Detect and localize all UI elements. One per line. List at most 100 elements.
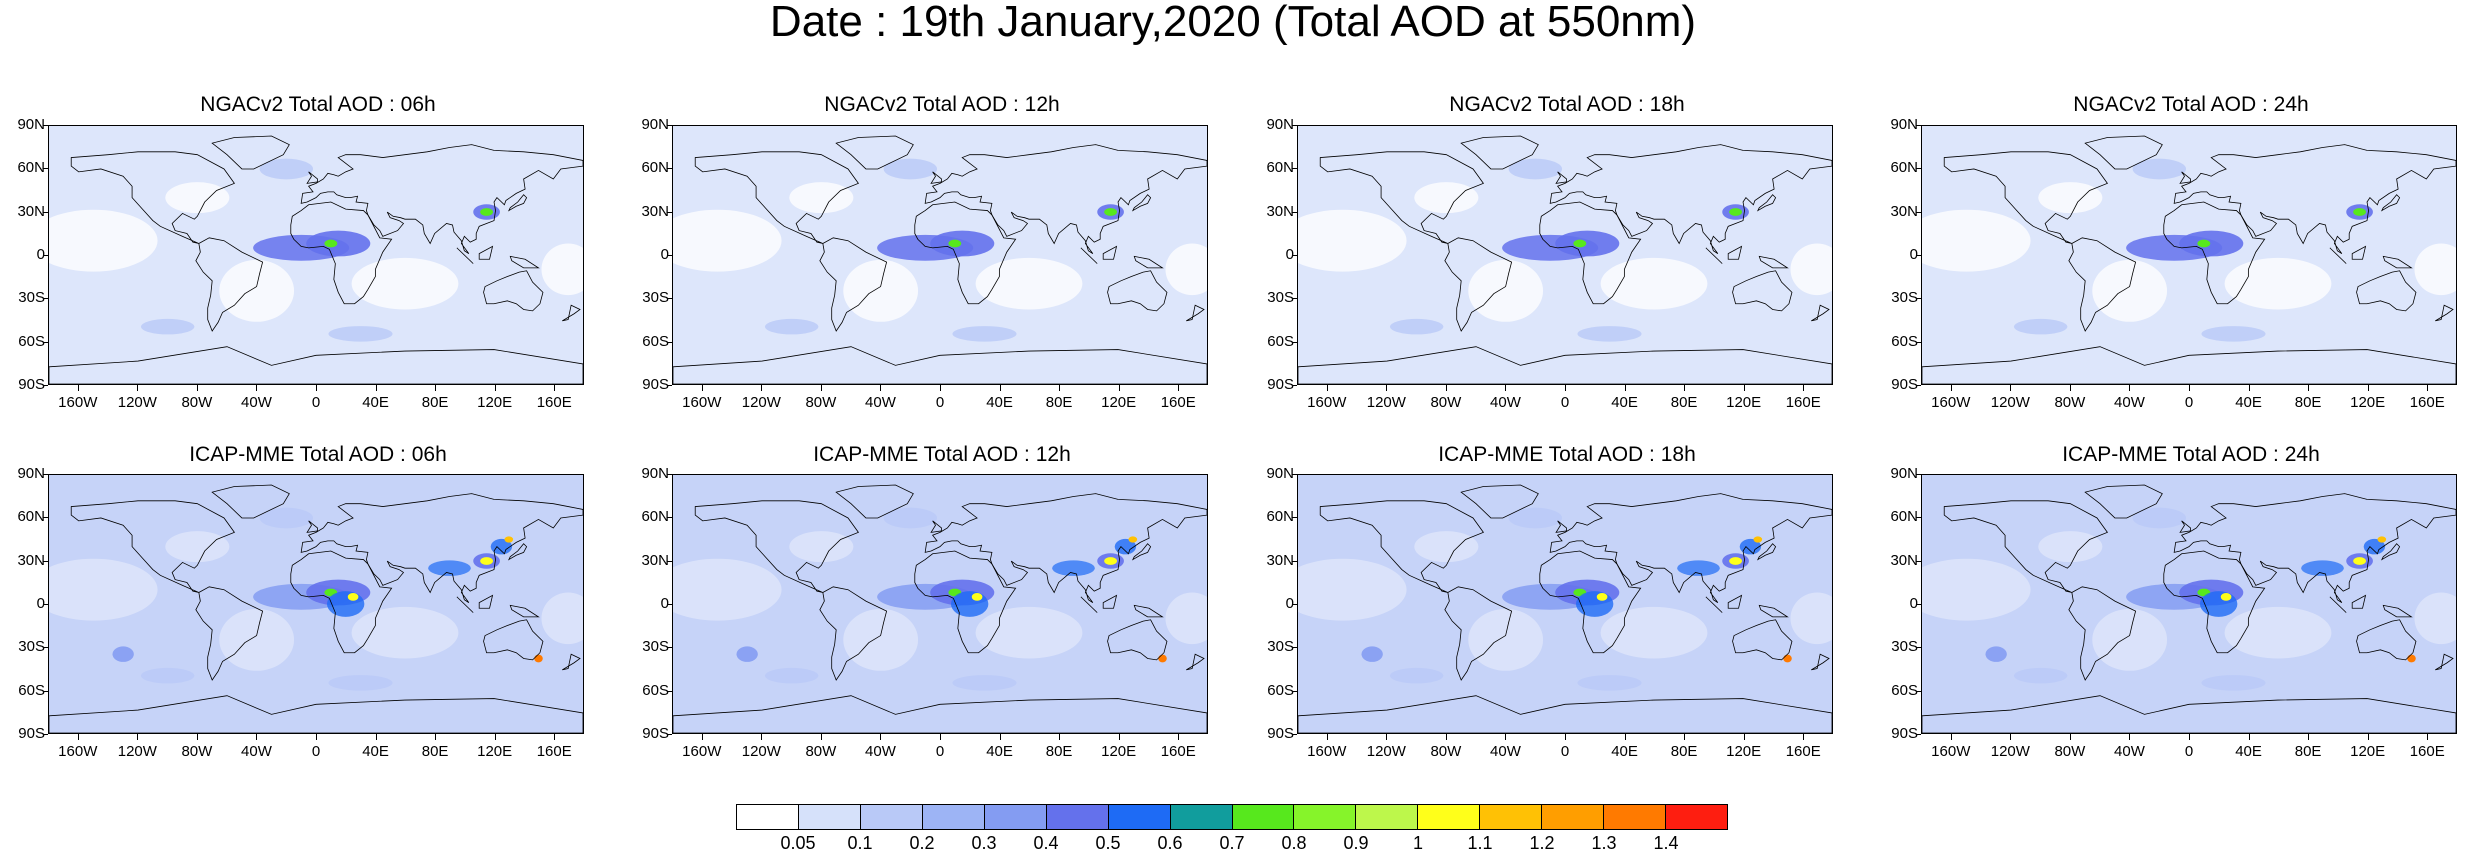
colorbar-swatch <box>1542 805 1605 829</box>
coastline <box>49 346 583 384</box>
coastline <box>2435 304 2454 322</box>
coastline <box>2351 594 2367 609</box>
low-aod-area <box>1468 259 1544 322</box>
lon-tick <box>77 734 79 740</box>
aod-map-panel <box>672 474 1208 734</box>
aod-plume <box>948 239 962 248</box>
aod-plume <box>736 646 758 662</box>
lon-tick <box>2129 385 2131 391</box>
lon-tick <box>375 385 377 391</box>
coastline <box>1811 304 1830 322</box>
lat-tick <box>43 255 48 256</box>
lon-tick-label: 0 <box>935 743 945 760</box>
lon-tick-label: 40E <box>1611 743 1638 760</box>
coastline <box>2068 237 2137 332</box>
lon-tick <box>1445 385 1447 391</box>
lon-tick-label: 120E <box>1726 394 1762 411</box>
lat-tick <box>1916 341 1921 343</box>
lon-tick-label: 120W <box>1366 743 1406 760</box>
coastline <box>1131 194 1152 212</box>
coastline <box>673 346 1207 384</box>
lon-tick <box>435 385 437 391</box>
lon-tick <box>137 734 139 740</box>
coastline <box>914 550 1017 654</box>
aod-plume <box>140 318 195 335</box>
coastline <box>1460 484 1539 519</box>
aod-field <box>673 484 1207 733</box>
lat-tick-label: 0 <box>660 595 669 612</box>
lon-tick <box>1326 734 1328 740</box>
aod-plume <box>1596 592 1608 601</box>
lon-tick-label: 40W <box>865 394 896 411</box>
aod-plume <box>1158 654 1167 663</box>
lon-tick <box>761 734 763 740</box>
low-aod-area <box>2038 182 2103 214</box>
coastline <box>306 520 318 533</box>
aod-map-panel <box>672 125 1208 385</box>
lat-tick-label: 0 <box>1285 595 1294 612</box>
low-aod-area <box>541 243 583 296</box>
coastline <box>2329 247 2347 264</box>
lat-tick-label: 60N <box>641 508 669 526</box>
coastline <box>1186 653 1205 671</box>
aod-plume <box>1361 646 1383 662</box>
aod-plume <box>480 208 493 216</box>
lon-tick <box>2069 734 2071 740</box>
colorbar-swatch <box>1418 805 1481 829</box>
low-aod-area <box>541 592 583 645</box>
lon-tick-label: 0 <box>311 394 321 411</box>
aod-plume <box>1104 557 1117 565</box>
lon-tick-label: 0 <box>2184 743 2194 760</box>
low-aod-area <box>673 209 782 272</box>
lon-tick-label: 40W <box>2114 394 2145 411</box>
coastline <box>2382 255 2413 269</box>
coastline <box>2068 586 2137 681</box>
lon-tick <box>196 734 198 740</box>
colorbar-label: 1.4 <box>1653 833 1679 853</box>
aod-plume <box>2013 667 2068 684</box>
lon-tick-label: 80W <box>805 394 837 411</box>
low-aod-area <box>49 558 158 621</box>
low-aod-area <box>1922 209 2031 272</box>
lat-tick-label: 30N <box>641 551 669 569</box>
lon-tick <box>2427 734 2429 740</box>
lat-tick <box>1292 255 1297 256</box>
lon-tick <box>1505 385 1507 391</box>
lat-tick <box>43 298 48 300</box>
lon-tick <box>2010 385 2012 391</box>
coastline <box>914 201 1017 305</box>
lat-tick-label: 30N <box>641 202 669 220</box>
lon-tick-label: 80E <box>1670 743 1698 760</box>
lon-tick-label: 40E <box>2235 743 2262 760</box>
lat-tick <box>1916 298 1921 300</box>
low-aod-area <box>1414 182 1479 214</box>
panel-title: NGACv2 Total AOD : 18h <box>1449 93 1685 116</box>
lon-tick <box>2308 385 2310 391</box>
lat-tick <box>1292 517 1297 519</box>
lon-tick-label: 80W <box>2054 743 2086 760</box>
aod-plume <box>2363 538 2386 555</box>
low-aod-area <box>351 606 459 659</box>
lon-tick-label: 0 <box>1560 394 1570 411</box>
coastline <box>930 171 942 184</box>
low-aod-area <box>2224 606 2332 659</box>
lon-tick <box>1326 385 1328 391</box>
lon-tick-label: 0 <box>311 743 321 760</box>
lon-tick-label: 160E <box>1160 394 1196 411</box>
aod-plume <box>1729 557 1742 565</box>
aod-map-panel <box>1297 125 1833 385</box>
lon-tick-label: 120W <box>1366 394 1406 411</box>
lat-tick <box>1292 125 1297 126</box>
coastline <box>694 500 860 593</box>
aod-map-panel <box>48 474 584 734</box>
lon-tick <box>820 385 822 391</box>
lon-tick-label: 160E <box>536 743 572 760</box>
lon-tick-label: 80E <box>1045 394 1073 411</box>
coastline <box>483 270 544 312</box>
lon-tick-label: 160W <box>1307 743 1347 760</box>
colorbar-label: 1.1 <box>1467 833 1493 853</box>
lat-tick-label: 60N <box>641 159 669 177</box>
lat-tick-label: 30N <box>1890 551 1918 569</box>
aod-colorbar <box>736 804 1728 830</box>
aod-plume <box>1729 208 1742 216</box>
